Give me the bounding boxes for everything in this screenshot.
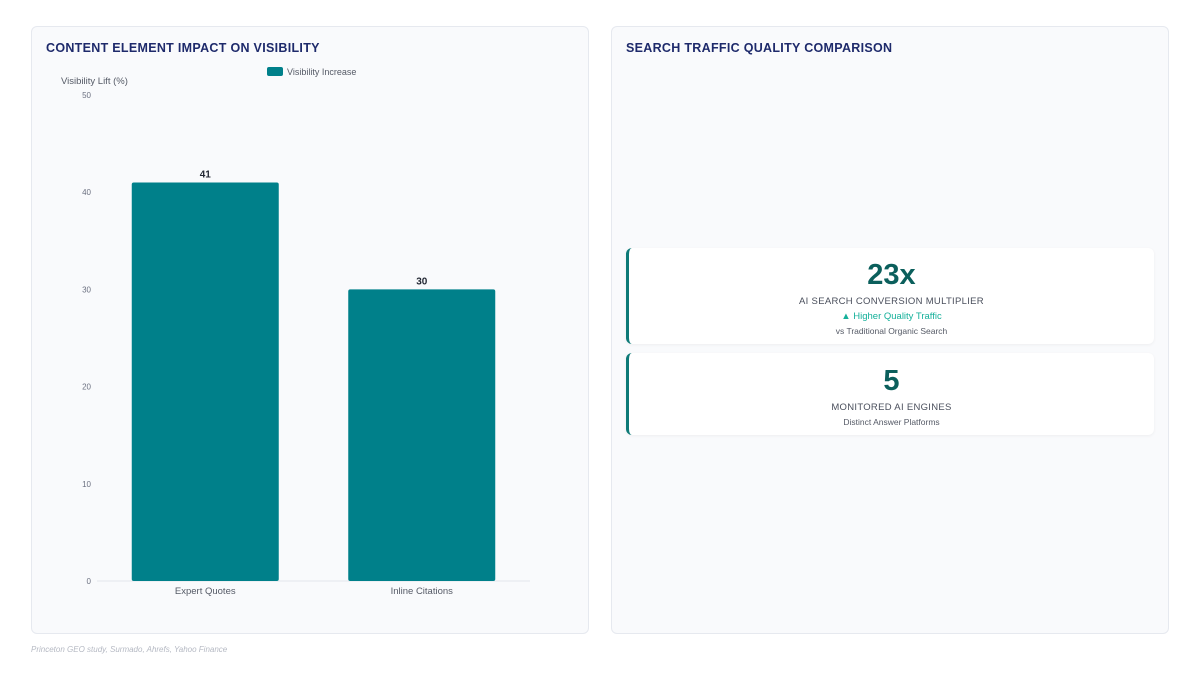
y-axis-label: Visibility Lift (%)	[61, 76, 128, 87]
bar	[131, 182, 279, 582]
source-note: Princeton GEO study, Surmado, Ahrefs, Ya…	[31, 645, 228, 654]
y-tick-label: 10	[82, 480, 91, 489]
y-tick-label: 30	[82, 285, 91, 294]
bars: 41 Expert Quotes 30 Inline Citations	[131, 169, 496, 597]
y-tick-label: 0	[87, 577, 92, 586]
bar-value-label: 30	[416, 276, 428, 287]
y-tick-label: 40	[82, 188, 91, 197]
kpi-subtext: Distinct Answer Platforms	[843, 417, 940, 427]
kpi-card-conversion: 23x AI SEARCH CONVERSION MULTIPLIER ▲ Hi…	[626, 248, 1154, 344]
chart-title: CONTENT ELEMENT IMPACT ON VISIBILITY	[46, 41, 320, 55]
kpi-subtext: vs Traditional Organic Search	[835, 326, 948, 336]
kpi-card-engines: 5 MONITORED AI ENGINES Distinct Answer P…	[626, 353, 1154, 435]
x-tick-label: Expert Quotes	[175, 586, 236, 597]
kpi-label: AI SEARCH CONVERSION MULTIPLIER	[799, 296, 984, 307]
x-tick-label: Inline Citations	[391, 586, 454, 597]
kpi-value: 23x	[867, 259, 916, 291]
legend-label: Visibility Increase	[287, 67, 356, 77]
bar-chart: Visibility Increase Visibility Lift (%) …	[61, 67, 530, 597]
kpi-panel: SEARCH TRAFFIC QUALITY COMPARISON 23x AI…	[611, 26, 1169, 634]
kpi-value: 5	[883, 365, 900, 397]
bar	[348, 289, 496, 581]
y-tick-label: 20	[82, 383, 91, 392]
legend-swatch	[267, 67, 283, 76]
kpi-panel-title: SEARCH TRAFFIC QUALITY COMPARISON	[626, 41, 893, 55]
y-tick-label: 50	[82, 91, 91, 100]
y-axis-ticks: 0 10 20 30 40 50	[82, 91, 91, 586]
kpi-trend: ▲ Higher Quality Traffic	[841, 311, 942, 322]
chart-panel: CONTENT ELEMENT IMPACT ON VISIBILITY Vis…	[31, 26, 589, 634]
bar-value-label: 41	[200, 169, 212, 180]
kpi-label: MONITORED AI ENGINES	[831, 402, 952, 413]
chart-legend: Visibility Increase	[267, 67, 356, 77]
